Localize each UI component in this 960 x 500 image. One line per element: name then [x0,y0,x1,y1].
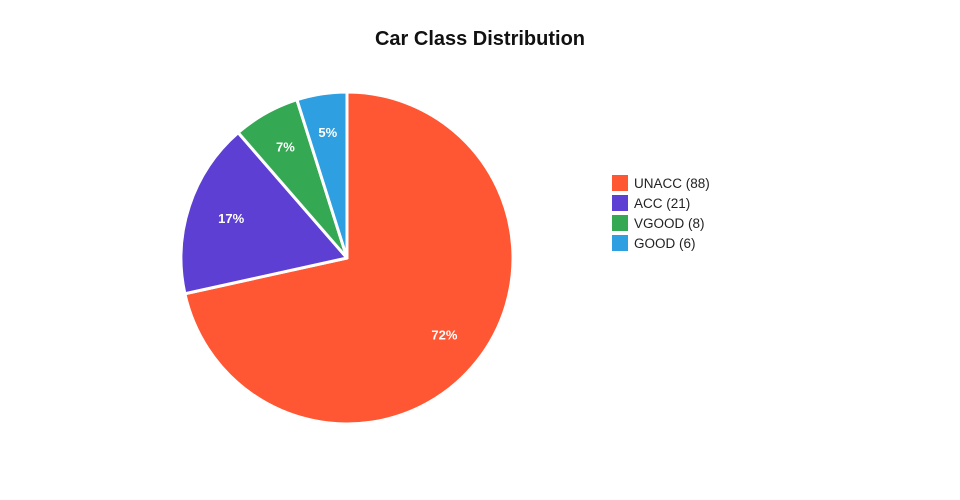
legend-label-unacc: UNACC (88) [634,175,710,191]
legend: UNACC (88) ACC (21) VGOOD (8) GOOD (6) [612,173,710,253]
pie-slice-label-unacc: 72% [431,328,457,343]
pie-slice-acc[interactable] [179,131,349,296]
pie-slice-unacc[interactable] [183,90,515,426]
pie-slice-label-good: 5% [318,125,337,140]
pie-slice-label-vgood: 7% [276,140,295,155]
legend-item-good[interactable]: GOOD (6) [612,233,710,253]
legend-item-acc[interactable]: ACC (21) [612,193,710,213]
pie-slice-label-acc: 17% [218,211,244,226]
chart-title: Car Class Distribution [374,28,586,50]
legend-item-unacc[interactable]: UNACC (88) [612,173,710,193]
legend-label-vgood: VGOOD (8) [634,215,705,231]
pie-slice-labels: 72% 17% 7% 5% [218,125,458,343]
legend-label-acc: ACC (21) [634,195,691,211]
legend-swatch-acc [612,195,628,211]
legend-item-vgood[interactable]: VGOOD (8) [612,213,710,233]
pie-slice-good[interactable] [295,90,349,260]
legend-swatch-good [612,235,628,251]
legend-swatch-vgood [612,215,628,231]
legend-swatch-unacc [612,175,628,191]
legend-label-good: GOOD (6) [634,235,696,251]
pie-slices [179,90,515,426]
